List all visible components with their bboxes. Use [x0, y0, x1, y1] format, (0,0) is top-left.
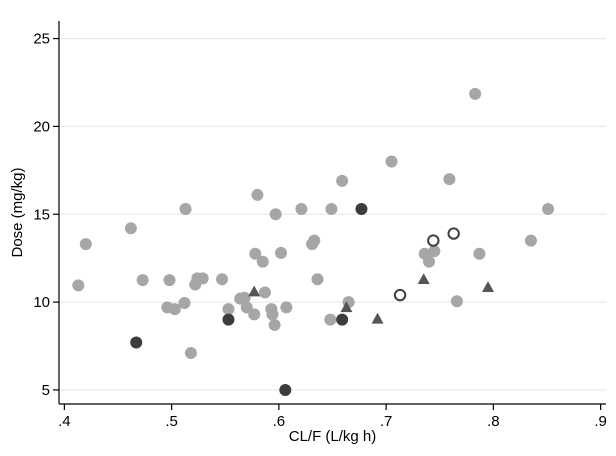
- axes: [58, 21, 606, 405]
- light-circle-point: [216, 273, 229, 286]
- light-circle-point: [163, 274, 176, 287]
- x-tick-label: .9: [594, 413, 607, 430]
- light-circle-point: [324, 313, 337, 326]
- data-points: [72, 87, 555, 396]
- light-circle-point: [222, 303, 235, 316]
- x-tick-label: .6: [273, 413, 286, 430]
- light-circle-point: [428, 245, 441, 258]
- x-tick-label: .5: [165, 413, 178, 430]
- light-circle-point: [542, 202, 555, 215]
- y-tick-label: 20: [33, 118, 50, 135]
- light-circle-point: [423, 255, 436, 268]
- dark-circle-point: [222, 313, 235, 326]
- light-circle-point: [450, 295, 463, 308]
- light-circle-point: [385, 155, 398, 168]
- light-circle-point: [124, 222, 137, 235]
- light-circle-point: [443, 173, 456, 186]
- triangle-point: [371, 312, 384, 324]
- light-circle-point: [336, 174, 349, 187]
- light-circle-point: [248, 308, 261, 321]
- light-circle-point: [311, 273, 324, 286]
- light-circle-point: [258, 286, 271, 299]
- light-circle-point: [238, 291, 251, 304]
- light-circle-point: [269, 208, 282, 221]
- light-circle-point: [72, 279, 85, 292]
- light-circle-point: [473, 247, 486, 260]
- x-tick-label: .8: [487, 413, 500, 430]
- light-circle-point: [249, 247, 262, 260]
- y-tick-label: 10: [33, 294, 50, 311]
- light-circle-point: [256, 255, 269, 268]
- x-tick-label: .7: [380, 413, 393, 430]
- light-circle-point: [469, 87, 482, 100]
- light-circle-point: [295, 202, 308, 215]
- light-circle-point: [325, 202, 338, 215]
- light-circle-point: [184, 347, 197, 360]
- y-axis-label: Dose (mg/kg): [9, 167, 26, 257]
- open-circle-point: [427, 234, 440, 247]
- light-circle-point: [196, 272, 209, 285]
- light-circle-point: [280, 301, 293, 314]
- light-circle-point: [168, 303, 181, 316]
- light-circle-point: [266, 308, 279, 321]
- y-axis-ticks: 5 10 15 20 25: [33, 31, 59, 399]
- x-axis-ticks: .4 .5 .6 .7 .8 .9: [58, 404, 607, 430]
- light-circle-point: [268, 318, 281, 331]
- open-circle-point: [393, 288, 407, 302]
- light-circle-point: [275, 246, 288, 259]
- light-circle-point: [524, 234, 537, 247]
- triangle-point: [417, 273, 430, 285]
- y-tick-label: 5: [42, 382, 50, 399]
- triangle-point: [340, 301, 353, 313]
- x-axis-label: CL/F (L/kg h): [289, 428, 377, 445]
- light-circle-point: [179, 202, 192, 215]
- x-tick-label: .4: [58, 413, 71, 430]
- y-tick-label: 25: [33, 31, 50, 48]
- triangle-point: [482, 281, 495, 292]
- light-circle-point: [79, 238, 92, 251]
- light-circle-point: [308, 234, 321, 247]
- dark-circle-point: [355, 202, 368, 215]
- y-tick-label: 15: [33, 206, 50, 223]
- open-circle-point: [447, 227, 460, 240]
- light-circle-point: [136, 274, 149, 287]
- triangle-point: [248, 285, 261, 297]
- dark-circle-point: [336, 313, 349, 326]
- light-circle-point: [251, 188, 264, 201]
- light-circle-point: [240, 301, 253, 314]
- dark-circle-point: [130, 336, 143, 349]
- light-circle-point: [178, 296, 191, 309]
- dark-circle-point: [279, 383, 292, 396]
